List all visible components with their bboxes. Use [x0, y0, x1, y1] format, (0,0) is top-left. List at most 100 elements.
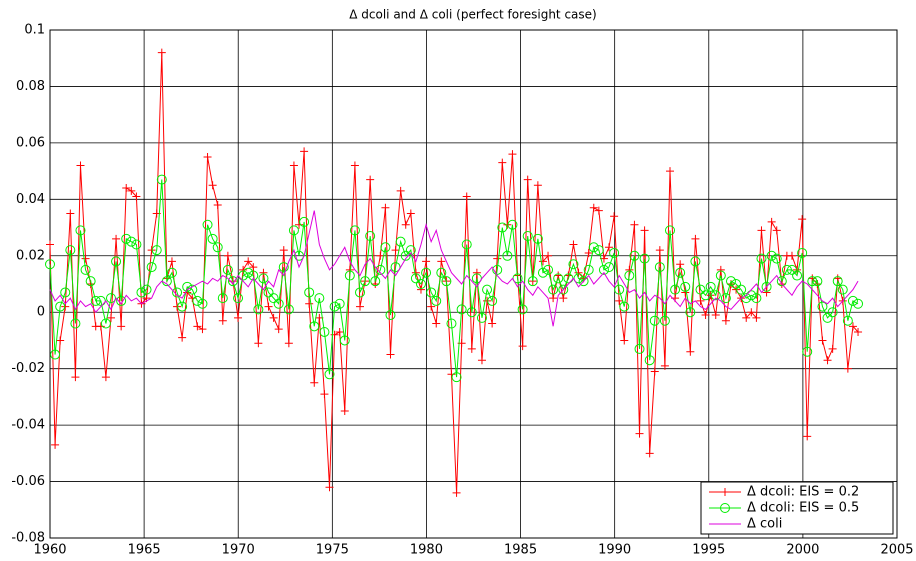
circle-marker [685, 307, 696, 318]
plus-marker [640, 226, 649, 235]
circle-marker [629, 250, 640, 261]
circle-marker [507, 219, 518, 230]
plus-marker [173, 302, 182, 311]
plus-marker [132, 192, 141, 201]
circle-marker [634, 343, 645, 354]
circle-marker [644, 355, 655, 366]
plus-marker [645, 449, 654, 458]
plus-marker [772, 226, 781, 235]
circle-marker [233, 293, 244, 304]
circle-marker [700, 290, 711, 301]
plus-marker [416, 285, 425, 294]
plus-marker [477, 356, 486, 365]
plus-marker [325, 483, 334, 492]
circle-marker [421, 267, 432, 278]
circle-marker [192, 295, 203, 306]
plus-marker [732, 285, 741, 294]
circle-marker [90, 295, 101, 306]
x-tick-label: 1975 [316, 543, 349, 558]
circle-marker [217, 293, 228, 304]
plus-marker [381, 203, 390, 212]
circle-marker [649, 315, 660, 326]
circle-marker [380, 242, 391, 253]
circle-marker [771, 253, 782, 264]
plus-marker [127, 186, 136, 195]
plus-marker [625, 265, 634, 274]
x-tick-label: 1960 [33, 543, 66, 558]
plus-marker [823, 356, 832, 365]
y-tick-label: -0.04 [11, 418, 45, 433]
circle-marker [853, 298, 864, 309]
circle-marker [731, 279, 742, 289]
plus-marker [366, 175, 375, 184]
plus-marker [320, 390, 329, 399]
circle-marker [553, 273, 564, 284]
x-tick-label: 1995 [692, 543, 725, 558]
circle-marker [243, 267, 254, 278]
plus-marker [559, 294, 568, 303]
plus-marker [493, 254, 502, 263]
circle-marker [822, 312, 833, 323]
plus-marker [335, 327, 344, 336]
plus-marker [234, 313, 243, 322]
plus-marker [452, 488, 461, 497]
circle-marker [375, 264, 386, 275]
plus-marker [462, 192, 471, 201]
circle-marker [446, 318, 457, 329]
plus-marker [523, 175, 532, 184]
circle-marker [802, 346, 813, 357]
circle-marker [360, 276, 371, 287]
plus-marker [610, 212, 619, 221]
plus-marker [56, 336, 65, 345]
plus-marker [203, 153, 212, 161]
circle-marker [725, 276, 736, 287]
plus-marker [848, 322, 857, 331]
plus-marker [101, 373, 110, 382]
plus-marker [483, 296, 492, 305]
circle-marker [166, 267, 177, 278]
plus-marker [96, 322, 105, 331]
plus-marker [594, 206, 603, 215]
circle-marker [202, 219, 213, 230]
circle-marker [70, 318, 81, 329]
circle-marker [675, 267, 686, 278]
circle-marker [614, 284, 625, 295]
circle-marker [151, 245, 162, 256]
plus-marker [757, 226, 766, 235]
plus-marker [767, 217, 776, 226]
plus-marker [244, 257, 253, 266]
circle-marker [680, 281, 691, 292]
plus-marker [218, 316, 227, 325]
plus-marker [818, 336, 827, 345]
plus-marker [340, 407, 349, 415]
plus-marker [660, 361, 669, 370]
legend: Δ dcoli: EIS = 0.2Δ dcoli: EIS = 0.5Δ co… [700, 481, 894, 535]
circle-marker [172, 287, 183, 298]
circle-marker [797, 247, 808, 258]
circle-marker [258, 273, 269, 284]
plus-marker [51, 440, 60, 449]
plus-marker [793, 265, 802, 274]
plus-marker [289, 161, 298, 170]
y-tick-label: -0.08 [11, 531, 45, 546]
plus-marker [46, 240, 54, 249]
circle-marker [705, 281, 716, 292]
plus-marker [66, 209, 75, 218]
circle-marker [502, 250, 513, 261]
circle-marker [781, 264, 792, 275]
plus-marker [386, 350, 395, 359]
circle-marker [45, 259, 55, 270]
plus-marker [503, 220, 512, 229]
circle-marker [309, 321, 320, 332]
plus-marker [691, 234, 700, 243]
x-tick-label: 1990 [598, 543, 631, 558]
circle-marker [837, 284, 848, 295]
plus-marker [544, 251, 553, 260]
plus-marker [310, 378, 319, 387]
circle-marker [156, 174, 167, 185]
circle-marker [105, 293, 116, 304]
circle-marker [710, 290, 721, 301]
circle-marker [227, 276, 238, 287]
circle-marker [461, 239, 472, 250]
circle-marker [588, 242, 599, 253]
